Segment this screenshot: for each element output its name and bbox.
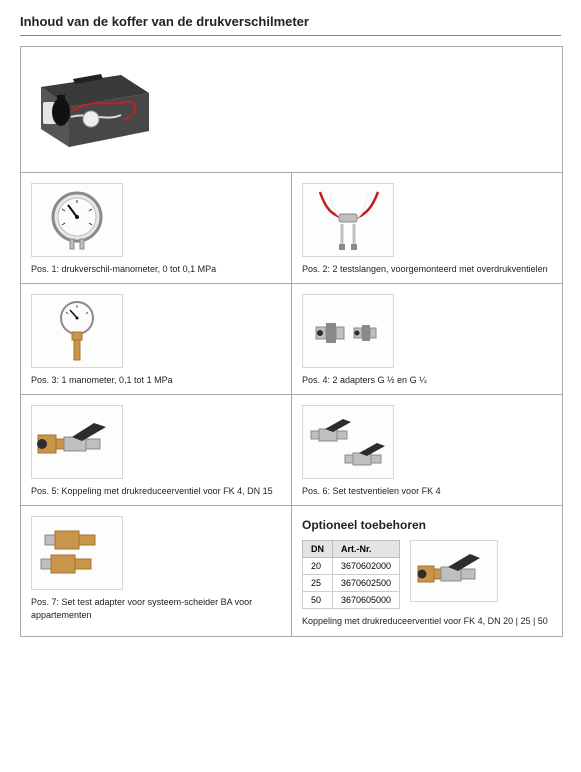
pos2-image — [302, 183, 394, 257]
hoses-icon — [306, 188, 390, 252]
cell-pos4: Pos. 4: 2 adapters G ½ en G ¼ — [292, 284, 562, 394]
adapters-icon — [306, 311, 390, 351]
cell-optional: Optioneel toebehoren DN Art.-Nr. 20 — [292, 506, 562, 635]
cell-pos5: Pos. 5: Koppeling met drukreduceerventie… — [21, 395, 292, 505]
pos6-image — [302, 405, 394, 479]
brass-adapters-icon — [35, 525, 119, 581]
pos1-image — [31, 183, 123, 257]
testvalves-icon — [305, 413, 391, 471]
cell-pos3: Pos. 3: 1 manometer, 0,1 tot 1 MPa — [21, 284, 292, 394]
opt-col-dn: DN — [303, 541, 333, 558]
contents-grid: Pos. 1: drukverschil-manometer, 0 tot 0,… — [20, 46, 563, 637]
coupling-valve-icon — [34, 417, 120, 467]
cell-pos7: Pos. 7: Set test adapter voor systeem-sc… — [21, 506, 292, 635]
pos5-caption: Pos. 5: Koppeling met drukreduceerventie… — [31, 485, 281, 497]
briefcase-cell — [21, 47, 562, 172]
pos5-image — [31, 405, 123, 479]
pos1-caption: Pos. 1: drukverschil-manometer, 0 tot 0,… — [31, 263, 281, 275]
briefcase-icon — [31, 57, 161, 157]
pos7-caption: Pos. 7: Set test adapter voor systeem-sc… — [31, 596, 281, 620]
opt-col-art: Art.-Nr. — [333, 541, 400, 558]
pos4-image — [302, 294, 394, 368]
cell-pos2: Pos. 2: 2 testslangen, voorgemonteerd me… — [292, 173, 562, 283]
pos4-caption: Pos. 4: 2 adapters G ½ en G ¼ — [302, 374, 552, 386]
optional-valve-icon — [414, 548, 494, 594]
table-row: 50 3670605000 — [303, 592, 400, 609]
cell-pos1: Pos. 1: drukverschil-manometer, 0 tot 0,… — [21, 173, 292, 283]
optional-caption: Koppeling met drukreduceerventiel voor F… — [302, 615, 552, 627]
pos7-image — [31, 516, 123, 590]
cell-pos6: Pos. 6: Set testventielen voor FK 4 — [292, 395, 562, 505]
table-row: 20 3670602000 — [303, 558, 400, 575]
optional-title: Optioneel toebehoren — [302, 518, 552, 532]
pos2-caption: Pos. 2: 2 testslangen, voorgemonteerd me… — [302, 263, 552, 275]
optional-image — [410, 540, 498, 602]
table-row: 25 3670602500 — [303, 575, 400, 592]
gauge-small-icon — [47, 298, 107, 364]
page-title: Inhoud van de koffer van de drukverschil… — [20, 14, 561, 36]
pos3-caption: Pos. 3: 1 manometer, 0,1 tot 1 MPa — [31, 374, 281, 386]
optional-table: DN Art.-Nr. 20 3670602000 25 36706 — [302, 540, 400, 609]
pos3-image — [31, 294, 123, 368]
pos6-caption: Pos. 6: Set testventielen voor FK 4 — [302, 485, 552, 497]
gauge-big-icon — [42, 189, 112, 251]
